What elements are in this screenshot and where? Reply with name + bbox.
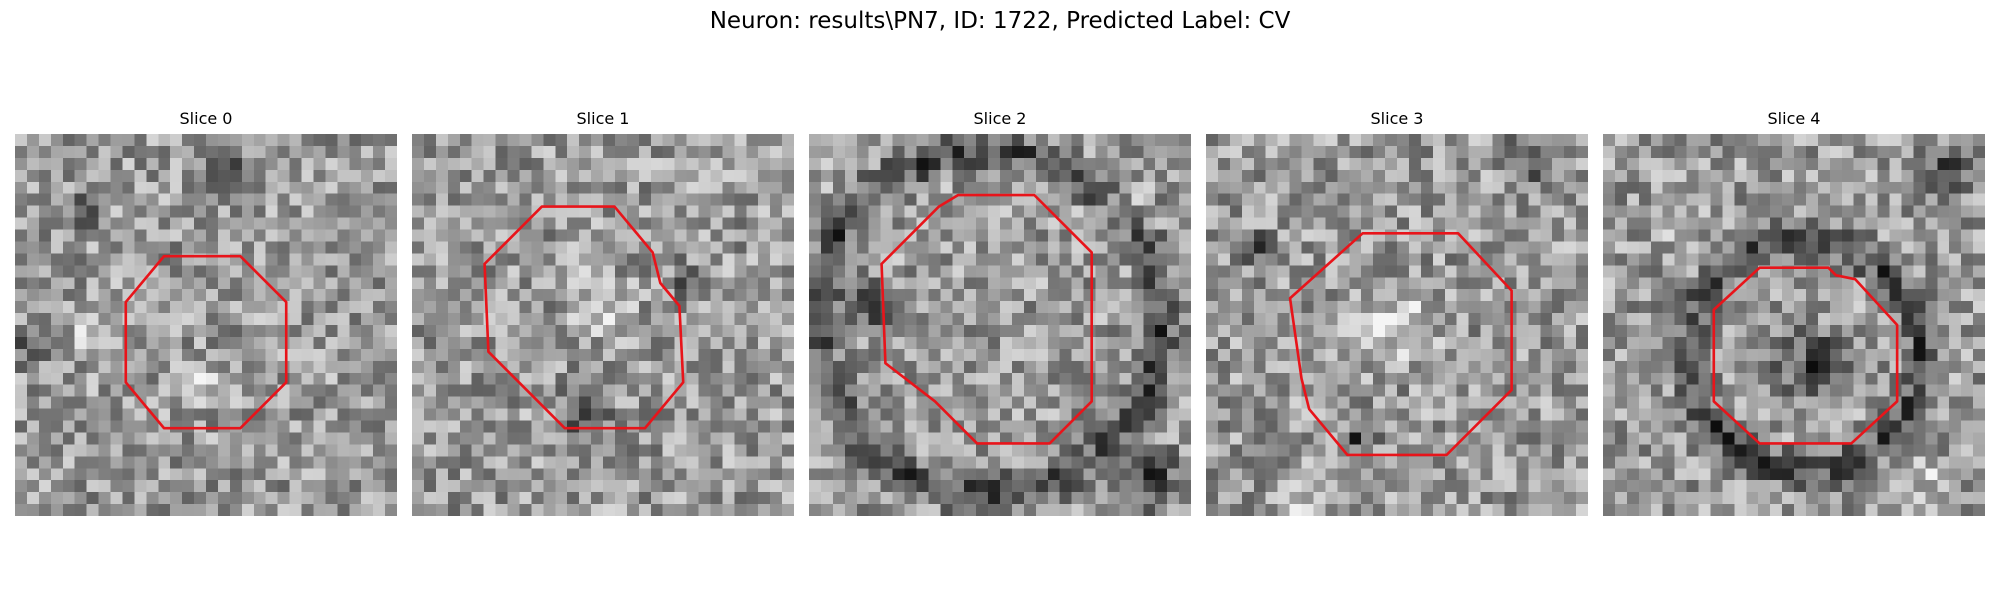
slice-image — [809, 134, 1191, 516]
segmentation-contour — [1288, 232, 1513, 457]
slice-image — [15, 134, 397, 516]
segmentation-contour — [124, 254, 288, 430]
slice-title: Slice 3 — [1370, 109, 1424, 128]
segmentation-contour — [1712, 266, 1899, 445]
slice-title: Slice 0 — [179, 109, 233, 128]
slice-title: Slice 2 — [973, 109, 1027, 128]
slice-image — [1206, 134, 1588, 516]
segmentation-contour — [880, 193, 1093, 445]
slice-title: Slice 4 — [1767, 109, 1821, 128]
slice-image — [1603, 134, 1985, 516]
figure-title: Neuron: results\PN7, ID: 1722, Predicted… — [709, 8, 1291, 34]
slice-image — [412, 134, 794, 516]
segmentation-contour — [483, 205, 685, 430]
slice-title: Slice 1 — [576, 109, 630, 128]
